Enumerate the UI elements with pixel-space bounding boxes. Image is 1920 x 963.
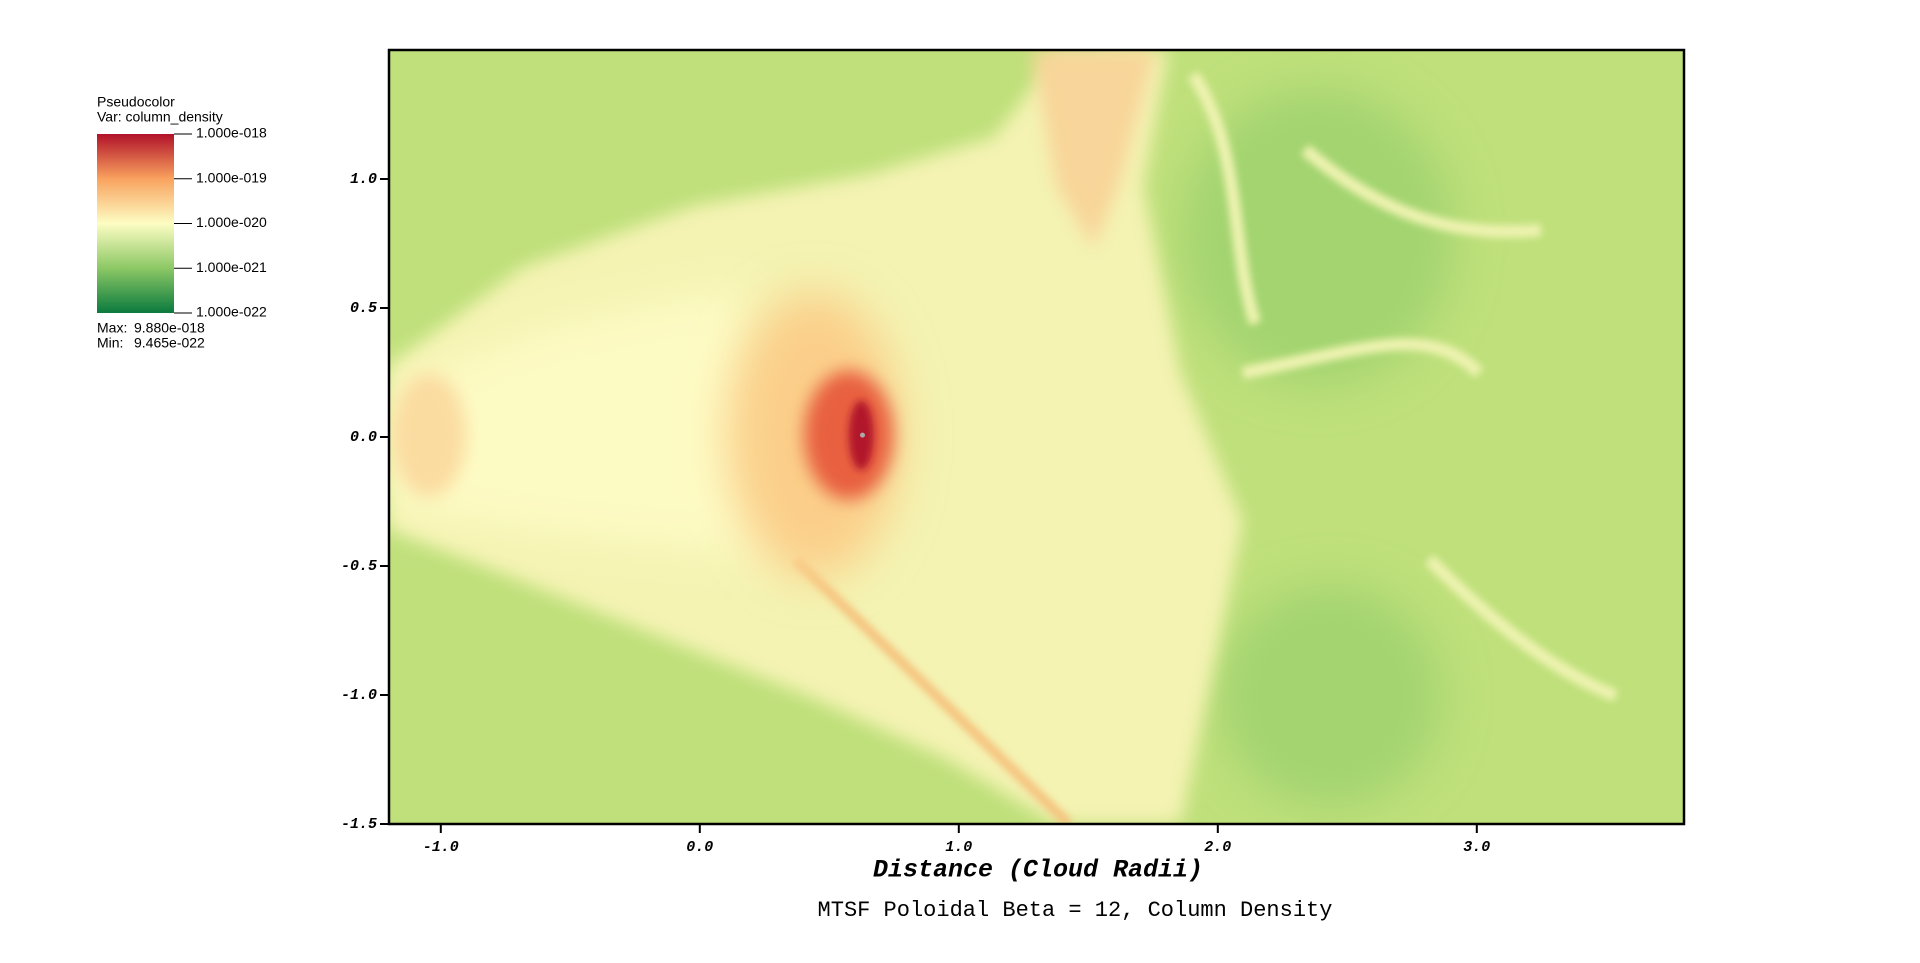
min-label: Min: xyxy=(97,335,123,351)
colorbar xyxy=(97,134,174,313)
max-value: 9.880e-018 xyxy=(134,320,205,336)
field-image xyxy=(389,50,1684,824)
colorbar-tick-label: 1.000e-020 xyxy=(196,214,267,230)
x-tick-label: 3.0 xyxy=(1463,839,1490,856)
x-tick-label: 1.0 xyxy=(945,839,972,856)
y-tick-label: -1.5 xyxy=(341,816,377,833)
colorbar-tick-label: 1.000e-018 xyxy=(196,125,267,141)
x-axis-label: Distance (Cloud Radii) xyxy=(873,856,1203,885)
chart-title: MTSF Poloidal Beta = 12, Column Density xyxy=(818,898,1333,923)
x-tick-label: 2.0 xyxy=(1204,839,1231,856)
y-tick-label: -0.5 xyxy=(341,558,377,575)
max-label: Max: xyxy=(97,320,127,336)
legend-variable: Var: column_density xyxy=(97,109,223,125)
colorbar-tick-label: 1.000e-022 xyxy=(196,304,267,320)
x-tick-label: 0.0 xyxy=(686,839,713,856)
y-tick-label: 0.0 xyxy=(350,429,377,446)
y-tick-label: -1.0 xyxy=(341,687,377,704)
x-tick-label: -1.0 xyxy=(423,839,459,856)
min-value: 9.465e-022 xyxy=(134,335,205,351)
y-tick-label: 0.5 xyxy=(350,300,377,317)
y-tick-label: 1.0 xyxy=(350,171,377,188)
colorbar-tick-label: 1.000e-019 xyxy=(196,169,267,185)
legend-title: Pseudocolor xyxy=(97,94,175,110)
colorbar-tick-label: 1.000e-021 xyxy=(196,259,267,275)
